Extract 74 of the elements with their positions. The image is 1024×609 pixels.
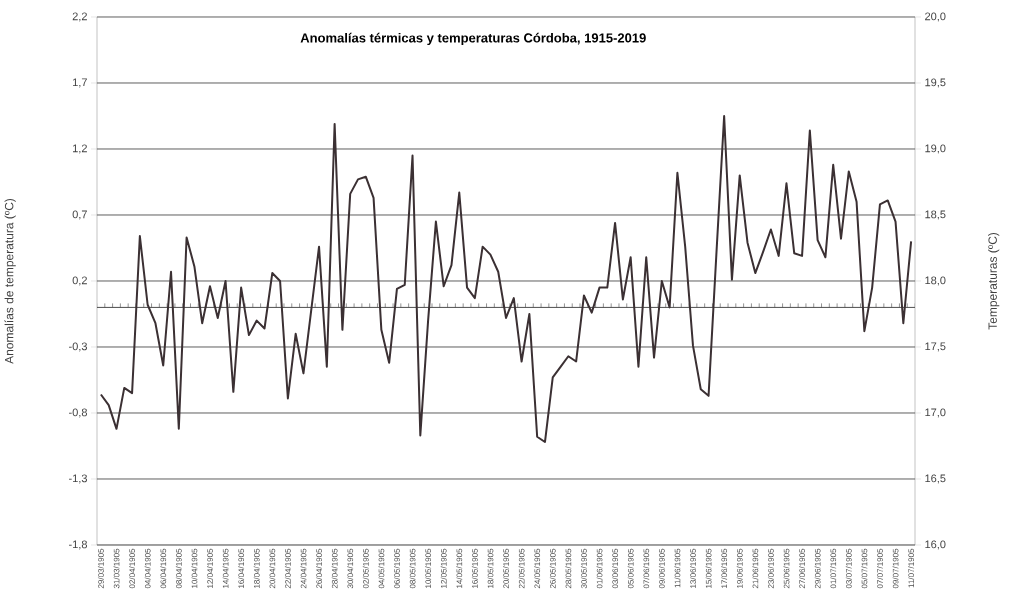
x-tick-label: 21/06/1905	[752, 548, 759, 589]
x-tick-label: 18/04/1905	[253, 548, 260, 588]
y2-axis-title: Temperaturas (ºC)	[988, 232, 1000, 330]
x-tick-label: 07/07/1905	[877, 548, 883, 589]
x-tick-label: 26/05/1905	[549, 548, 556, 589]
x-tick-label: 15/06/1905	[705, 548, 712, 588]
x-tick-label: 17/06/1905	[721, 548, 728, 588]
x-tick-label: 08/05/1905	[409, 548, 416, 589]
y-axis-title: Anomalías de temperatura (ºC)	[4, 198, 16, 364]
y2-tick-label: 18,5	[925, 210, 946, 220]
y2-tick-label: 16,5	[925, 474, 946, 484]
y2-tick-label: 16,0	[925, 540, 946, 550]
x-tick-label: 16/04/1905	[238, 548, 245, 588]
x-tick-label: 20/04/1905	[269, 548, 276, 589]
x-tick-label: 08/04/1905	[175, 548, 182, 589]
x-tick-label: 20/05/1905	[503, 548, 509, 589]
x-tick-label: 14/05/1905	[456, 548, 463, 588]
x-tick-label: 26/04/1905	[316, 548, 322, 589]
x-tick-label: 30/05/1905	[580, 548, 587, 589]
x-tick-label: 07/06/1905	[643, 548, 650, 589]
y-tick-label: -1,8	[69, 540, 87, 550]
x-tick-label: 29/03/1905	[97, 548, 104, 589]
y-tick-label: -1,3	[69, 474, 87, 484]
x-tick-label: 14/04/1905	[222, 548, 229, 588]
x-tick-label: 12/05/1905	[440, 548, 447, 588]
y-tick-label: 0,7	[72, 210, 87, 220]
y2-tick-label: 20,0	[925, 12, 946, 22]
x-tick-label: 02/05/1905	[362, 548, 369, 589]
x-tick-label: 22/05/1905	[518, 548, 525, 589]
x-tick-label: 28/05/1905	[565, 548, 572, 589]
x-tick-label: 01/06/1905	[596, 548, 603, 589]
x-tick-label: 06/05/1905	[394, 548, 400, 589]
y-tick-label: -0,8	[69, 408, 87, 418]
x-tick-label: 05/06/1905	[627, 548, 634, 589]
x-tick-label: 24/05/1905	[534, 548, 541, 589]
x-tick-label: 13/06/1905	[690, 548, 696, 588]
x-tick-label: 24/04/1905	[300, 548, 307, 589]
y2-tick-label: 19,5	[925, 78, 946, 88]
x-tick-label: 22/04/1905	[284, 548, 291, 589]
x-tick-label: 28/04/1905	[331, 548, 338, 589]
x-tick-label: 02/04/1905	[129, 548, 135, 589]
y-tick-label: 2,2	[72, 12, 87, 22]
x-tick-label: 03/06/1905	[612, 548, 619, 589]
x-tick-label: 03/07/1905	[845, 548, 852, 589]
y2-tick-label: 17,5	[925, 342, 946, 352]
x-tick-label: 25/06/1905	[783, 548, 790, 589]
x-tick-label: 11/06/1905	[674, 548, 681, 588]
x-tick-label: 18/05/1905	[487, 548, 494, 588]
x-tick-label: 05/07/1905	[861, 548, 868, 589]
x-tick-label: 09/06/1905	[658, 548, 665, 589]
x-tick-label: 16/05/1905	[471, 548, 478, 588]
x-tick-label: 23/06/1905	[767, 548, 774, 589]
x-tick-label: 29/06/1905	[814, 548, 821, 589]
x-tick-label: 12/04/1905	[207, 548, 213, 588]
x-tick-label: 31/03/1905	[113, 548, 120, 589]
y-tick-label: 1,7	[73, 78, 87, 88]
x-tick-label: 04/05/1905	[378, 548, 385, 589]
x-tick-label: 09/07/1905	[892, 548, 899, 589]
x-tick-label: 06/04/1905	[160, 548, 167, 589]
y2-tick-label: 18,0	[925, 276, 946, 286]
y2-tick-label: 19,0	[925, 144, 946, 154]
y2-tick-label: 17,0	[925, 408, 946, 418]
y-tick-label: 1,2	[73, 144, 87, 154]
x-tick-label: 10/05/1905	[425, 548, 432, 588]
text: Anomalías térmicas y temperaturas Córdoba, 1915-2019	[300, 32, 646, 46]
x-tick-label: 01/07/1905	[830, 548, 837, 589]
x-tick-label: 27/06/1905	[799, 548, 805, 589]
x-tick-label: 04/04/1905	[144, 548, 151, 589]
x-tick-label: 10/04/1905	[191, 548, 198, 588]
x-tick-label: 30/04/1905	[347, 548, 354, 589]
x-tick-label: 11/07/1905	[908, 548, 915, 588]
y-tick-label: -0,3	[69, 342, 87, 352]
y-tick-label: 0,2	[72, 276, 87, 286]
x-tick-label: 19/06/1905	[736, 548, 743, 588]
